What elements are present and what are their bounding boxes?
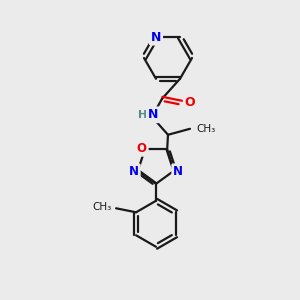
Text: H: H bbox=[138, 110, 148, 120]
Text: N: N bbox=[129, 165, 139, 178]
Text: N: N bbox=[173, 165, 183, 178]
Text: O: O bbox=[185, 96, 195, 109]
Text: CH₃: CH₃ bbox=[196, 124, 215, 134]
Text: N: N bbox=[151, 31, 161, 44]
Text: N: N bbox=[148, 108, 158, 121]
Text: O: O bbox=[137, 142, 147, 155]
Text: CH₃: CH₃ bbox=[93, 202, 112, 212]
